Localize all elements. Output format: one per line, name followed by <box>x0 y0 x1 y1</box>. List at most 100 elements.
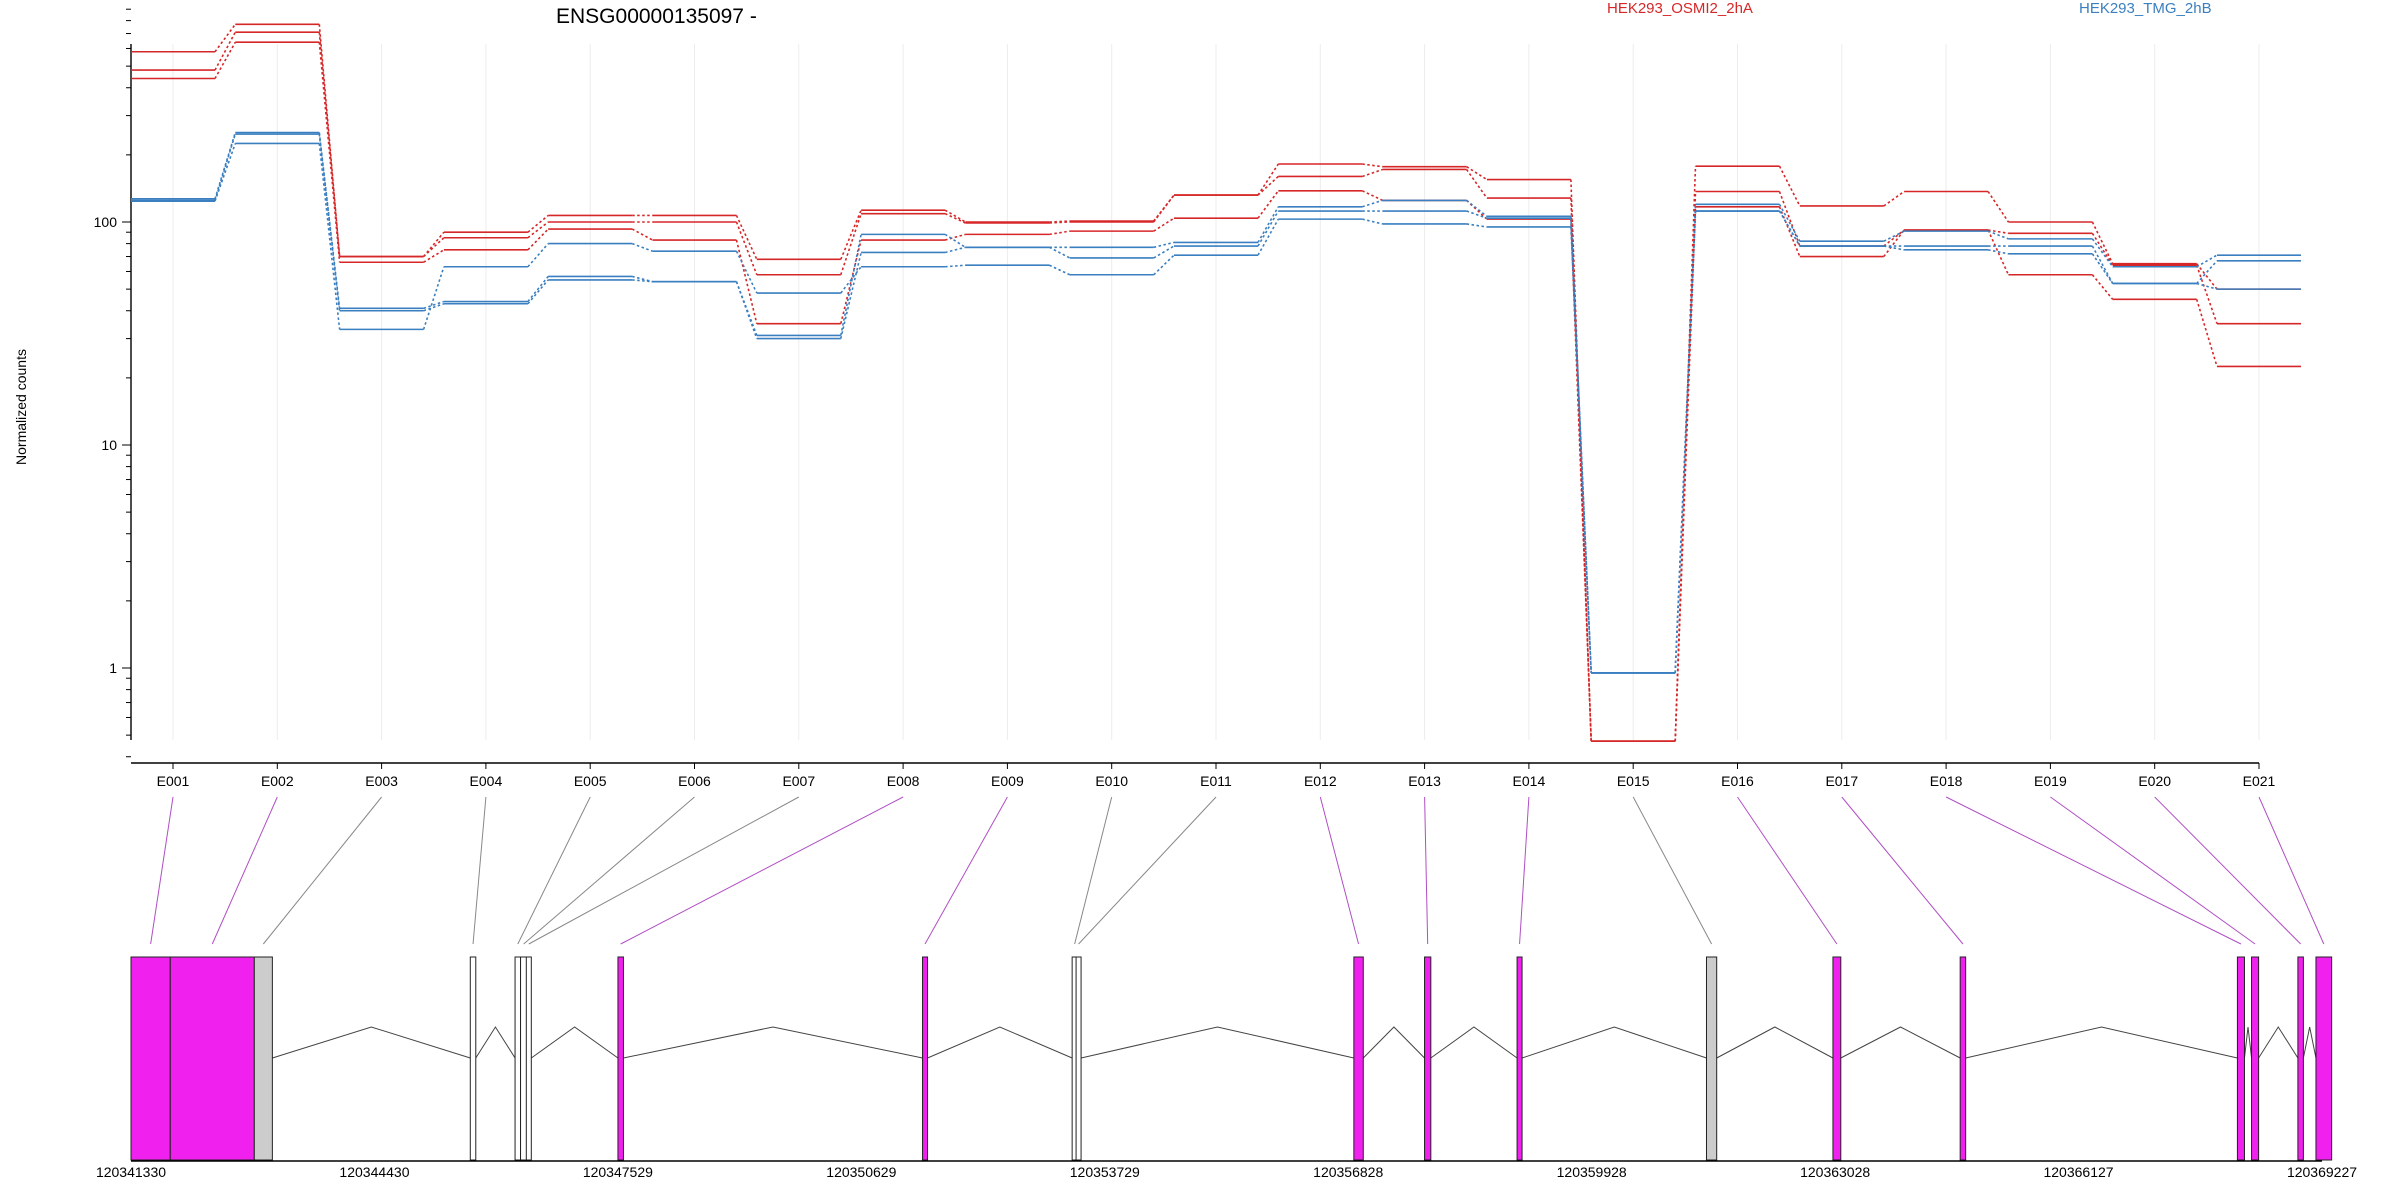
intron-line <box>1716 1026 1834 1059</box>
exon-connector-e001 <box>150 796 174 945</box>
exon-box-e008 <box>617 956 624 1161</box>
series-connector <box>1778 191 1801 247</box>
series-connector <box>423 302 445 312</box>
x-tick-label-e019: E019 <box>2034 773 2067 789</box>
series-connector <box>1570 226 1592 674</box>
x-tick-label-e010: E010 <box>1095 773 1128 789</box>
series-connector <box>1049 246 1071 259</box>
y-tick-label: 100 <box>94 214 118 230</box>
exon-connector-e016 <box>1737 796 1838 945</box>
series-connector <box>1987 230 2009 240</box>
series-connector <box>2196 260 2218 285</box>
series-connector <box>1883 229 1905 247</box>
chart-title: ENSG00000135097 - <box>556 5 757 28</box>
series-connector <box>1987 191 2010 223</box>
exon-connector-e019 <box>2050 796 2256 945</box>
series-connector <box>1570 219 1592 742</box>
series-connector <box>1257 163 1279 196</box>
x-tick-label-e003: E003 <box>365 773 398 789</box>
series-connector <box>1987 229 2010 276</box>
exon-box-e021 <box>2315 956 2333 1161</box>
series-connector <box>2196 263 2218 290</box>
genomic-tick-label: 120369227 <box>2287 1164 2357 1180</box>
intron-line <box>475 1026 516 1059</box>
series-connector <box>1153 254 1175 276</box>
x-tick-label-e009: E009 <box>991 773 1024 789</box>
series-connector <box>735 281 758 339</box>
series-connector <box>944 233 966 241</box>
series-connector <box>1674 210 1697 674</box>
series-connector <box>2091 238 2114 268</box>
x-tick-label-e008: E008 <box>887 773 920 789</box>
intron-line <box>1362 1026 1425 1059</box>
exon-connector-e004 <box>472 796 487 945</box>
exon-connector-e006 <box>523 796 695 945</box>
series-connector <box>1153 241 1175 249</box>
intron-line <box>927 1026 1073 1059</box>
series-connector <box>944 209 966 223</box>
intron-line <box>2302 1026 2317 1059</box>
series-connector <box>527 221 549 239</box>
series-connector <box>1778 210 1801 247</box>
exon-box-e017 <box>1959 956 1967 1161</box>
series-connector <box>1049 230 1070 236</box>
series-connector <box>1987 229 2009 235</box>
exon-box-e015 <box>1705 956 1718 1161</box>
exon-connector-e021 <box>2258 796 2325 945</box>
grid-lines <box>172 44 2260 740</box>
series-connector <box>527 275 549 303</box>
series-connector <box>1362 199 1383 208</box>
intron-line <box>1521 1026 1707 1059</box>
legend-label-tmg: HEK293_TMG_2hB <box>2079 0 2212 17</box>
genomic-tick-label: 120366127 <box>2043 1164 2113 1180</box>
exon-box-e009 <box>922 956 929 1161</box>
series-connector <box>527 279 549 305</box>
y-tick-label: 1 <box>109 660 117 676</box>
series-connector <box>840 239 862 324</box>
series-connector <box>735 221 758 276</box>
series-connector <box>1361 190 1383 202</box>
exon-box-e019 <box>2251 956 2260 1161</box>
series-connector <box>840 234 862 336</box>
series-connector <box>214 31 237 71</box>
exon-box-e005 <box>514 956 522 1161</box>
genomic-tick-label: 120350629 <box>826 1164 896 1180</box>
series-connector <box>840 209 862 260</box>
series-lines <box>131 23 2301 742</box>
x-tick-label-e007: E007 <box>782 773 815 789</box>
y-tick-label: 10 <box>101 437 117 453</box>
series-connector <box>527 243 549 268</box>
x-tick-label-e018: E018 <box>1930 773 1963 789</box>
x-tick-label-e016: E016 <box>1721 773 1754 789</box>
exon-connector-e011 <box>1078 796 1217 945</box>
x-tick-label-e021: E021 <box>2243 773 2276 789</box>
series-connector <box>735 250 758 294</box>
series-connector <box>2091 253 2114 284</box>
intron-line <box>272 1026 471 1059</box>
y-axis-label: Normalized counts <box>13 349 29 465</box>
series-connector <box>527 214 549 233</box>
x-tick-label-e015: E015 <box>1617 773 1650 789</box>
genomic-tick-label: 120363028 <box>1800 1164 1870 1180</box>
exon-box-e007 <box>525 956 532 1161</box>
exon-box-e016 <box>1832 956 1842 1161</box>
exon-connector-lines <box>150 796 2325 945</box>
series-connector <box>944 246 966 254</box>
series-connector <box>944 212 966 224</box>
series-connector <box>840 266 862 294</box>
intron-line <box>2243 1026 2253 1059</box>
x-tick-label-e014: E014 <box>1513 773 1546 789</box>
exon-connector-e005 <box>517 796 591 945</box>
intron-line <box>1840 1026 1961 1059</box>
series-connector <box>423 300 445 310</box>
series-connector <box>422 266 445 330</box>
exon-box-e003 <box>253 956 273 1161</box>
series-connector <box>1257 206 1279 243</box>
series-line-6 <box>131 142 2301 674</box>
series-connector <box>1153 245 1175 259</box>
intron-line <box>1965 1026 2238 1059</box>
series-connector <box>2196 254 2218 268</box>
exon-connector-e002 <box>211 796 278 945</box>
exon-connector-e007 <box>528 796 800 945</box>
series-connector <box>1466 210 1488 219</box>
